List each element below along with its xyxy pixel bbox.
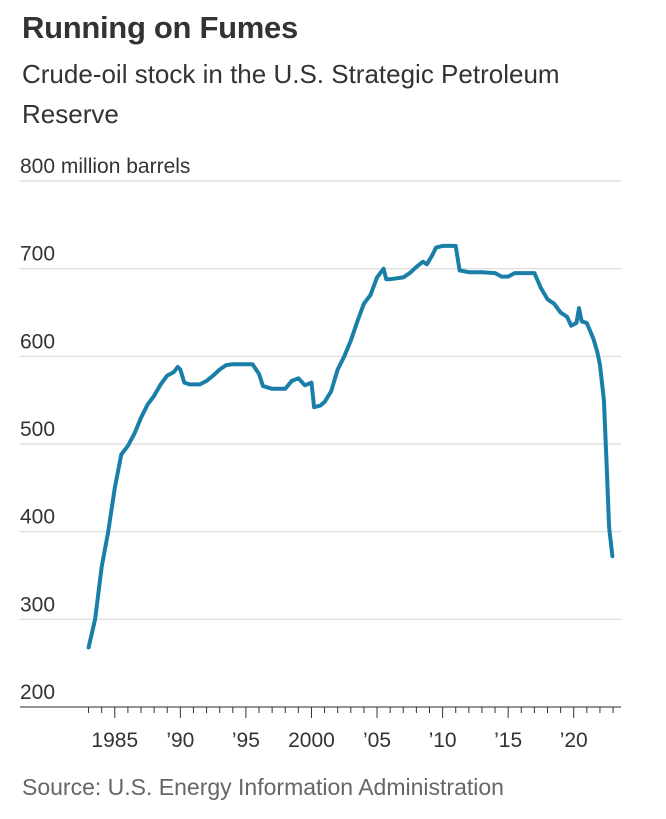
x-tick-label: ’90	[166, 729, 194, 752]
x-tick-label: ’20	[560, 729, 588, 752]
chart-title: Running on Fumes	[22, 10, 298, 45]
y-tick-label: 500	[20, 418, 55, 441]
x-axis: 1985 ’90 ’95 2000 ’05 ’10 ’15 ’20	[88, 707, 614, 752]
y-tick-label: 300	[20, 593, 55, 616]
x-tick-label: 2000	[288, 729, 335, 752]
y-tick-label: 600	[20, 330, 55, 353]
y-tick-label: 200	[20, 681, 55, 704]
series-line-spr-stock	[86, 243, 615, 650]
x-tick-label: 1985	[91, 729, 138, 752]
line-chart: 800 million barrels 700 600 500 400 300 200 19…	[20, 155, 621, 752]
x-tick-label: ’95	[232, 729, 260, 752]
chart-subtitle: Crude-oil stock in the U.S. Strategic Pe…	[22, 59, 560, 129]
y-tick-label: 700	[20, 243, 55, 266]
y-tick-label: 800 million barrels	[20, 155, 190, 178]
x-tick-label: ’10	[429, 729, 457, 752]
y-tick-label: 400	[20, 506, 55, 529]
x-tick-label: ’05	[363, 729, 391, 752]
series-layer	[86, 243, 615, 650]
y-axis-tick-labels: 800 million barrels 700 600 500 400 300 200	[20, 155, 190, 704]
source-note: Source: U.S. Energy Information Administ…	[22, 774, 504, 800]
x-tick-label: ’15	[494, 729, 522, 752]
grid-lines	[20, 180, 621, 708]
